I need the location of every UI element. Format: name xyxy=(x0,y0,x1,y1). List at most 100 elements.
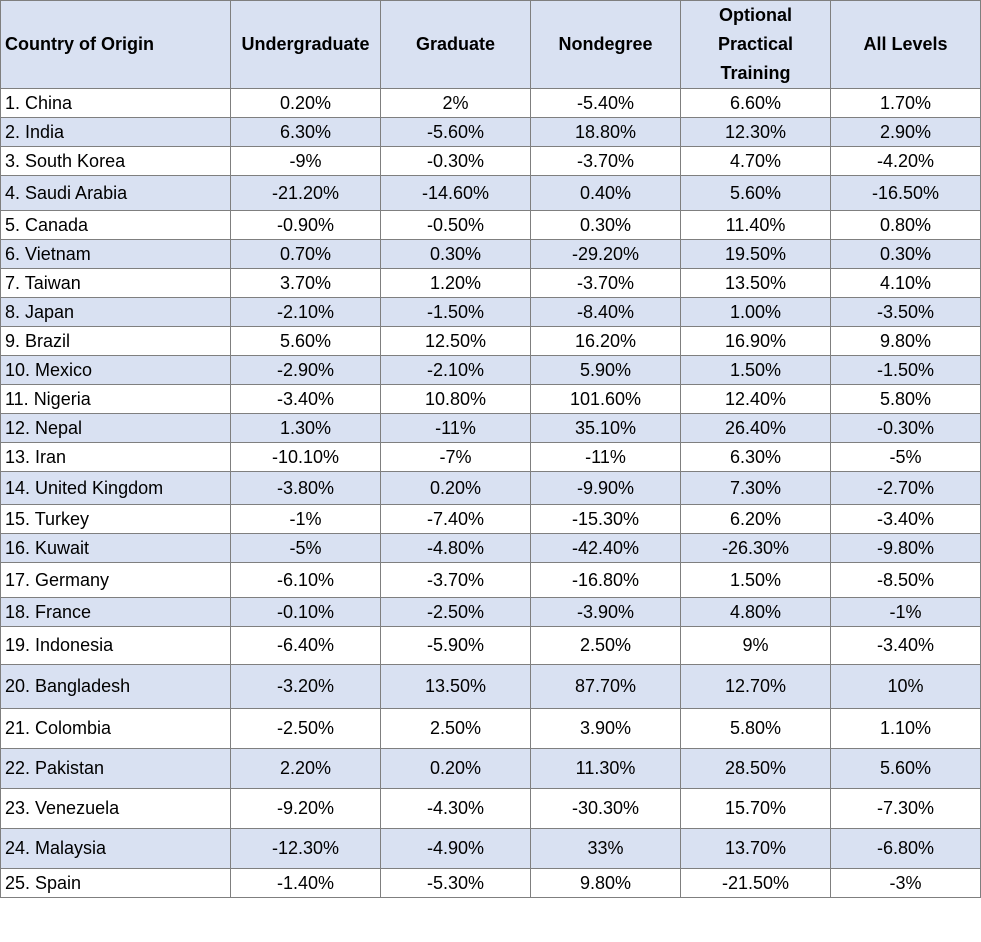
country-cell: 14. United Kingdom xyxy=(0,471,231,505)
value-cell: -2.10% xyxy=(230,297,381,327)
value-cell: -0.90% xyxy=(230,210,381,240)
value-cell: -3.80% xyxy=(230,471,381,505)
value-cell: 11.40% xyxy=(680,210,831,240)
value-cell: -4.90% xyxy=(380,828,531,869)
value-cell: 0.30% xyxy=(830,239,981,269)
value-cell: -5% xyxy=(830,442,981,472)
table-row: 12. Nepal 1.30% -11% 35.10% 26.40% -0.30% xyxy=(0,413,981,443)
value-cell: 18.80% xyxy=(530,117,681,147)
country-cell: 24. Malaysia xyxy=(0,828,231,869)
column-header: Country of Origin xyxy=(0,0,231,89)
value-cell: -3.70% xyxy=(380,562,531,598)
value-cell: -2.90% xyxy=(230,355,381,385)
value-cell: 1.70% xyxy=(830,88,981,118)
table-row: 23. Venezuela -9.20% -4.30% -30.30% 15.70% -7… xyxy=(0,788,981,829)
country-cell: 16. Kuwait xyxy=(0,533,231,563)
table-row: 4. Saudi Arabia -21.20% -14.60% 0.40% 5.60% -… xyxy=(0,175,981,211)
country-cell: 21. Colombia xyxy=(0,708,231,749)
value-cell: -3.70% xyxy=(530,268,681,298)
value-cell: 13.70% xyxy=(680,828,831,869)
country-cell: 20. Bangladesh xyxy=(0,664,231,709)
value-cell: -15.30% xyxy=(530,504,681,534)
country-cell: 11. Nigeria xyxy=(0,384,231,414)
value-cell: -21.50% xyxy=(680,868,831,898)
value-cell: 13.50% xyxy=(680,268,831,298)
value-cell: -8.50% xyxy=(830,562,981,598)
table-row: 17. Germany -6.10% -3.70% -16.80% 1.50% -8.50… xyxy=(0,562,981,598)
value-cell: -3.90% xyxy=(530,597,681,627)
value-cell: -11% xyxy=(380,413,531,443)
value-cell: -4.20% xyxy=(830,146,981,176)
value-cell: 6.60% xyxy=(680,88,831,118)
country-cell: 8. Japan xyxy=(0,297,231,327)
value-cell: 0.70% xyxy=(230,239,381,269)
value-cell: -16.80% xyxy=(530,562,681,598)
column-header: Optional Practical Training xyxy=(680,0,831,89)
value-cell: -1% xyxy=(830,597,981,627)
value-cell: 0.30% xyxy=(380,239,531,269)
country-cell: 3. South Korea xyxy=(0,146,231,176)
value-cell: -6.40% xyxy=(230,626,381,665)
value-cell: -7.40% xyxy=(380,504,531,534)
value-cell: -7.30% xyxy=(830,788,981,829)
country-cell: 13. Iran xyxy=(0,442,231,472)
value-cell: 9.80% xyxy=(530,868,681,898)
value-cell: 6.20% xyxy=(680,504,831,534)
table-row: 21. Colombia -2.50% 2.50% 3.90% 5.80% 1.10% xyxy=(0,708,981,749)
value-cell: -42.40% xyxy=(530,533,681,563)
value-cell: -11% xyxy=(530,442,681,472)
value-cell: 1.00% xyxy=(680,297,831,327)
table-row: 1. China 0.20% 2% -5.40% 6.60% 1.70% xyxy=(0,88,981,118)
value-cell: 5.80% xyxy=(680,708,831,749)
value-cell: -9% xyxy=(230,146,381,176)
country-cell: 6. Vietnam xyxy=(0,239,231,269)
table-body: 1. China 0.20% 2% -5.40% 6.60% 1.70% 2. India 6… xyxy=(0,88,981,898)
value-cell: -3.40% xyxy=(230,384,381,414)
value-cell: 4.80% xyxy=(680,597,831,627)
table-row: 3. South Korea -9% -0.30% -3.70% 4.70% -4.20% xyxy=(0,146,981,176)
value-cell: 12.30% xyxy=(680,117,831,147)
value-cell: -2.70% xyxy=(830,471,981,505)
value-cell: -3.50% xyxy=(830,297,981,327)
value-cell: -2.10% xyxy=(380,355,531,385)
value-cell: -2.50% xyxy=(380,597,531,627)
value-cell: 101.60% xyxy=(530,384,681,414)
value-cell: 1.20% xyxy=(380,268,531,298)
value-cell: 4.70% xyxy=(680,146,831,176)
country-cell: 5. Canada xyxy=(0,210,231,240)
column-header: Graduate xyxy=(380,0,531,89)
table-row: 18. France -0.10% -2.50% -3.90% 4.80% -1% xyxy=(0,597,981,627)
value-cell: -10.10% xyxy=(230,442,381,472)
table-row: 10. Mexico -2.90% -2.10% 5.90% 1.50% -1.50% xyxy=(0,355,981,385)
value-cell: 12.50% xyxy=(380,326,531,356)
column-header: Nondegree xyxy=(530,0,681,89)
value-cell: 3.90% xyxy=(530,708,681,749)
value-cell: 0.20% xyxy=(380,748,531,789)
value-cell: 28.50% xyxy=(680,748,831,789)
value-cell: -9.90% xyxy=(530,471,681,505)
value-cell: 26.40% xyxy=(680,413,831,443)
country-cell: 25. Spain xyxy=(0,868,231,898)
value-cell: -4.30% xyxy=(380,788,531,829)
value-cell: -5.90% xyxy=(380,626,531,665)
data-table: Country of Origin Undergraduate Graduate No… xyxy=(0,0,981,898)
value-cell: 12.70% xyxy=(680,664,831,709)
value-cell: -8.40% xyxy=(530,297,681,327)
value-cell: -0.30% xyxy=(380,146,531,176)
value-cell: 10% xyxy=(830,664,981,709)
column-header: Undergraduate xyxy=(230,0,381,89)
country-cell: 19. Indonesia xyxy=(0,626,231,665)
value-cell: -0.50% xyxy=(380,210,531,240)
value-cell: 10.80% xyxy=(380,384,531,414)
value-cell: 2.90% xyxy=(830,117,981,147)
value-cell: 1.30% xyxy=(230,413,381,443)
value-cell: 0.20% xyxy=(230,88,381,118)
value-cell: 7.30% xyxy=(680,471,831,505)
value-cell: 9% xyxy=(680,626,831,665)
value-cell: 2% xyxy=(380,88,531,118)
country-cell: 2. India xyxy=(0,117,231,147)
country-cell: 22. Pakistan xyxy=(0,748,231,789)
value-cell: 13.50% xyxy=(380,664,531,709)
value-cell: 0.30% xyxy=(530,210,681,240)
table-row: 6. Vietnam 0.70% 0.30% -29.20% 19.50% 0.30% xyxy=(0,239,981,269)
